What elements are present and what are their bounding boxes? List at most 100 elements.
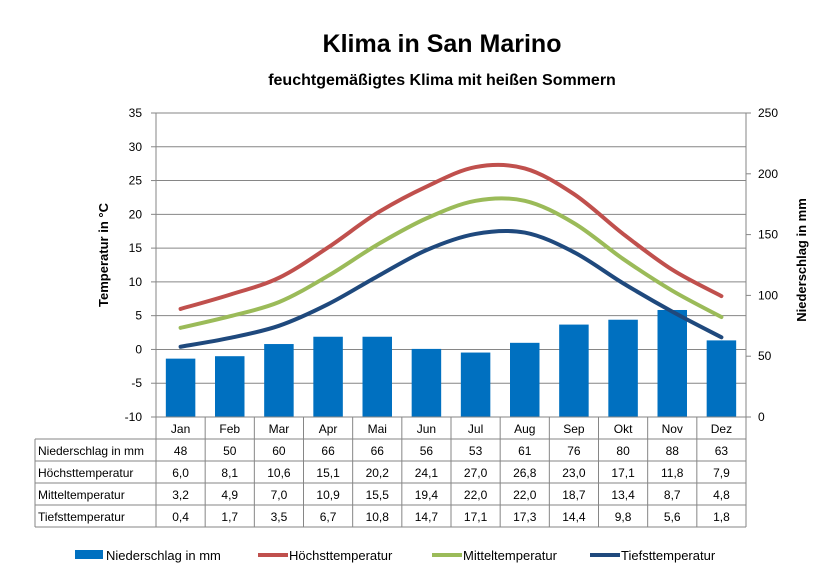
table-row-label: Höchsttemperatur: [38, 466, 133, 480]
x-tick-label: Mai: [368, 422, 387, 436]
legend-label: Höchsttemperatur: [289, 548, 393, 563]
table-cell: 6,7: [320, 510, 337, 524]
x-tick-label: Feb: [219, 422, 240, 436]
line-mittel: [178, 196, 724, 330]
x-tick-label: Sep: [563, 422, 585, 436]
table-cell: 10,9: [316, 488, 340, 502]
y-left-tick-label: 35: [129, 106, 143, 120]
table-cell: 22,0: [513, 488, 537, 502]
table-cell: 1,7: [221, 510, 238, 524]
bar-niederschlag: [510, 342, 540, 417]
bar-niederschlag: [657, 309, 687, 417]
table-cell: 66: [321, 444, 335, 458]
y-left-tick-label: -10: [125, 410, 143, 424]
y-right-tick-label: 50: [758, 349, 772, 363]
table-cell: 3,2: [172, 488, 189, 502]
table-cell: 3,5: [271, 510, 288, 524]
table-cell: 17,1: [464, 510, 488, 524]
bar-niederschlag: [706, 340, 737, 417]
x-tick-label: Dez: [711, 422, 732, 436]
legend-label: Niederschlag in mm: [106, 548, 221, 563]
x-tick-label: Aug: [514, 422, 535, 436]
x-tick-label: Nov: [662, 422, 683, 436]
table-cell: 8,1: [221, 466, 238, 480]
table-cell: 22,0: [464, 488, 488, 502]
y-right-tick-label: 200: [758, 167, 778, 181]
bar-niederschlag: [608, 319, 638, 417]
bar-niederschlag: [215, 356, 245, 417]
y-left-axis-label: Temperatur in °C: [96, 202, 111, 307]
table-cell: 9,8: [615, 510, 632, 524]
table-cell: 60: [272, 444, 286, 458]
table-cell: 1,8: [713, 510, 730, 524]
bar-niederschlag: [411, 348, 442, 417]
line-hoechst: [178, 162, 724, 311]
legend-label: Tiefsttemperatur: [621, 548, 716, 563]
table-cell: 24,1: [415, 466, 439, 480]
table-cell: 14,7: [415, 510, 439, 524]
table-cell: 14,4: [562, 510, 586, 524]
line-tiefst: [178, 228, 724, 349]
x-tick-label: Jul: [468, 422, 483, 436]
table-cell: 17,1: [611, 466, 635, 480]
table-cell: 80: [616, 444, 630, 458]
table-cell: 4,8: [713, 488, 730, 502]
y-left-tick-label: -5: [131, 376, 142, 390]
table-cell: 15,5: [366, 488, 390, 502]
x-tick-label: Okt: [614, 422, 633, 436]
y-left-tick-label: 10: [129, 275, 143, 289]
y-left-tick-label: 0: [135, 342, 142, 356]
table-cell: 10,6: [267, 466, 291, 480]
y-left-tick-label: 15: [129, 241, 143, 255]
table-cell: 23,0: [562, 466, 586, 480]
x-tick-label: Mar: [269, 422, 290, 436]
bar-niederschlag: [362, 336, 392, 417]
table-cell: 66: [371, 444, 385, 458]
table-cell: 11,8: [661, 466, 684, 480]
y-left-tick-label: 25: [129, 174, 143, 188]
legend-label: Mitteltemperatur: [463, 548, 558, 563]
table-cell: 61: [518, 444, 532, 458]
table-cell: 88: [666, 444, 680, 458]
table-cell: 20,2: [366, 466, 390, 480]
y-right-tick-label: 0: [758, 410, 765, 424]
table-cell: 7,9: [713, 466, 730, 480]
table-cell: 10,8: [366, 510, 390, 524]
chart-title: Klima in San Marino: [322, 30, 562, 58]
y-left-tick-label: 5: [135, 309, 142, 323]
y-right-tick-label: 150: [758, 228, 778, 242]
table-cell: 4,9: [221, 488, 238, 502]
x-tick-label: Jan: [171, 422, 190, 436]
y-right-tick-label: 250: [758, 106, 778, 120]
table-cell: 19,4: [415, 488, 439, 502]
table-row-label: Mitteltemperatur: [38, 488, 125, 502]
bar-niederschlag: [264, 344, 294, 417]
x-tick-label: Jun: [417, 422, 436, 436]
legend-swatch: [75, 550, 103, 559]
y-left-tick-label: 30: [129, 140, 143, 154]
table-cell: 26,8: [513, 466, 537, 480]
table-cell: 76: [567, 444, 581, 458]
table-cell: 13,4: [611, 488, 635, 502]
table-cell: 48: [174, 444, 188, 458]
table-row-label: Tiefsttemperatur: [38, 510, 125, 524]
table-cell: 18,7: [562, 488, 586, 502]
table-cell: 63: [715, 444, 729, 458]
bar-niederschlag: [460, 352, 491, 417]
table-cell: 17,3: [513, 510, 537, 524]
table-cell: 27,0: [464, 466, 488, 480]
table-row-label: Niederschlag in mm: [38, 444, 144, 458]
table-cell: 15,1: [316, 466, 340, 480]
table-cell: 50: [223, 444, 237, 458]
y-right-axis-label: Niederschlag in mm: [794, 198, 809, 322]
bar-niederschlag: [313, 336, 343, 417]
y-left-tick-label: 20: [129, 207, 143, 221]
bar-niederschlag: [559, 324, 589, 417]
table-cell: 0,4: [172, 510, 189, 524]
chart-subtitle: feuchtgemäßigtes Klima mit heißen Sommer…: [268, 72, 616, 89]
bar-niederschlag: [165, 358, 196, 417]
table-cell: 56: [420, 444, 434, 458]
table-cell: 5,6: [664, 510, 681, 524]
